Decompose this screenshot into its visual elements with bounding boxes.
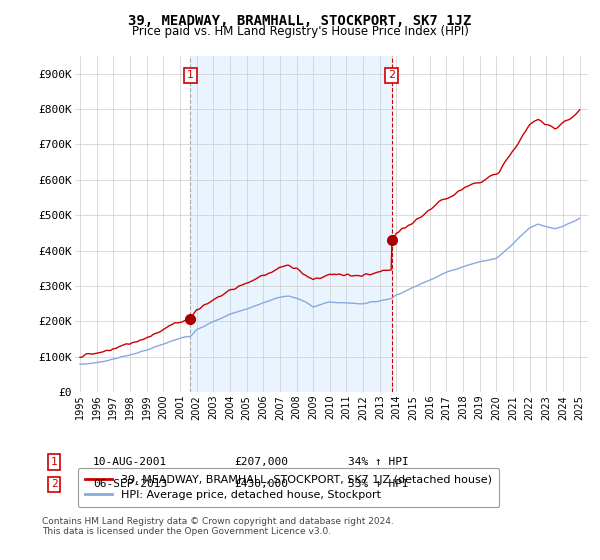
Text: Price paid vs. HM Land Registry's House Price Index (HPI): Price paid vs. HM Land Registry's House … — [131, 25, 469, 38]
Text: 10-AUG-2001: 10-AUG-2001 — [93, 457, 167, 467]
Text: £207,000: £207,000 — [234, 457, 288, 467]
Text: Contains HM Land Registry data © Crown copyright and database right 2024.: Contains HM Land Registry data © Crown c… — [42, 517, 394, 526]
Text: 1: 1 — [50, 457, 58, 467]
Text: 34% ↑ HPI: 34% ↑ HPI — [348, 457, 409, 467]
Text: This data is licensed under the Open Government Licence v3.0.: This data is licensed under the Open Gov… — [42, 528, 331, 536]
Text: 06-SEP-2013: 06-SEP-2013 — [93, 479, 167, 489]
Text: 53% ↑ HPI: 53% ↑ HPI — [348, 479, 409, 489]
Text: £430,000: £430,000 — [234, 479, 288, 489]
Bar — [190, 56, 392, 392]
Text: 2: 2 — [50, 479, 58, 489]
Text: 2: 2 — [388, 71, 395, 81]
Text: 1: 1 — [187, 71, 194, 81]
Text: 39, MEADWAY, BRAMHALL, STOCKPORT, SK7 1JZ: 39, MEADWAY, BRAMHALL, STOCKPORT, SK7 1J… — [128, 14, 472, 28]
Legend: 39, MEADWAY, BRAMHALL, STOCKPORT, SK7 1JZ (detached house), HPI: Average price, : 39, MEADWAY, BRAMHALL, STOCKPORT, SK7 1J… — [78, 468, 499, 507]
